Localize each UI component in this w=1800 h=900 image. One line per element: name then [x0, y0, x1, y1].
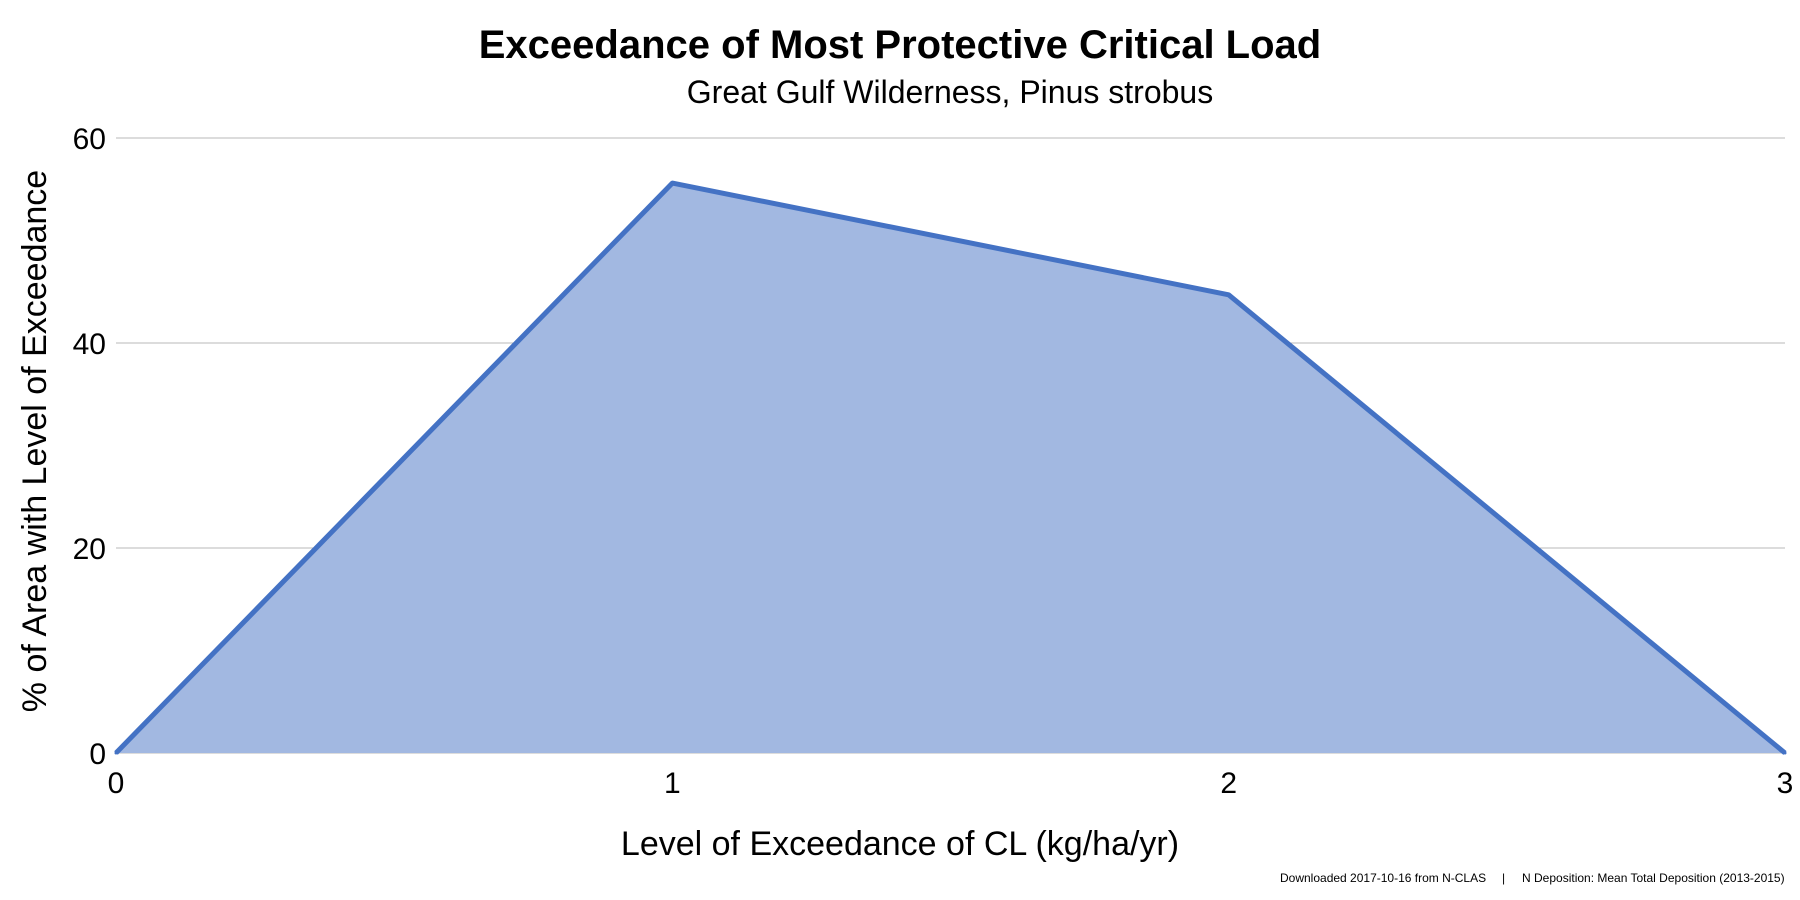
- y-tick-label: 0: [89, 738, 106, 771]
- footer-download-note: Downloaded 2017-10-16 from N-CLAS: [1280, 871, 1486, 885]
- x-axis-ticks: 0 1 2 3: [108, 767, 1794, 800]
- area-line-series-0: [114, 180, 1787, 755]
- y-tick-label: 40: [73, 328, 106, 361]
- y-axis-ticks: 0 20 40 60: [73, 123, 106, 771]
- x-tick-label: 1: [664, 767, 681, 800]
- y-axis-label: % of Area with Level of Exceedance: [16, 170, 54, 712]
- data-point-0: [114, 751, 118, 755]
- data-point-3: [1783, 751, 1787, 755]
- y-tick-label: 60: [73, 123, 106, 156]
- chart-title: Exceedance of Most Protective Critical L…: [479, 23, 1321, 67]
- plot-area: [114, 180, 1787, 755]
- footer-separator: |: [1502, 871, 1505, 885]
- x-axis-label: Level of Exceedance of CL (kg/ha/yr): [621, 825, 1179, 863]
- footer-deposition-note: N Deposition: Mean Total Deposition (201…: [1522, 871, 1785, 885]
- data-point-1: [670, 181, 674, 185]
- x-tick-label: 0: [108, 767, 125, 800]
- x-tick-label: 3: [1777, 767, 1794, 800]
- chart-subtitle: Great Gulf Wilderness, Pinus strobus: [687, 74, 1213, 110]
- area-fill-series-0: [116, 183, 1785, 754]
- y-tick-label: 20: [73, 533, 106, 566]
- data-point-2: [1227, 293, 1231, 297]
- x-tick-label: 2: [1220, 767, 1237, 800]
